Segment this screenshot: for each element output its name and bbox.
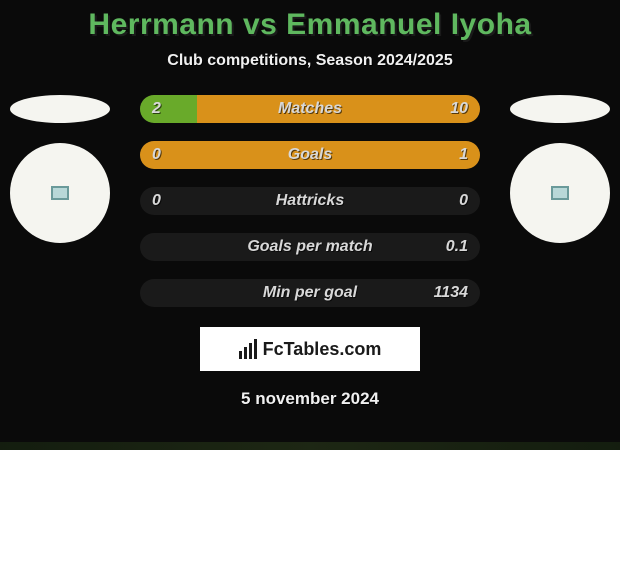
page-title: Herrmann vs Emmanuel Iyoha <box>0 8 620 42</box>
right-ellipse-shape <box>510 95 610 123</box>
left-player-decoration <box>10 95 110 243</box>
left-ellipse-shape <box>10 95 110 123</box>
stat-label: Matches <box>278 100 342 118</box>
stat-label: Hattricks <box>276 192 344 210</box>
content-area: 2Matches100Goals10Hattricks0Goals per ma… <box>0 95 620 307</box>
subtitle: Club competitions, Season 2024/2025 <box>0 52 620 70</box>
stat-left-value: 0 <box>152 192 161 210</box>
stat-label: Goals <box>288 146 332 164</box>
right-player-avatar <box>510 143 610 243</box>
stat-right-value: 1 <box>459 146 468 164</box>
stat-bar: 0 Hattricks 0 <box>140 187 480 215</box>
logo-chart-icon <box>239 339 257 359</box>
fctables-logo: FcTables.com <box>200 327 420 371</box>
stat-label: Min per goal <box>263 284 357 302</box>
stat-bar: Min per goal 1134 <box>140 279 480 307</box>
left-player-avatar <box>10 143 110 243</box>
stats-bars: 2Matches100Goals10Hattricks0Goals per ma… <box>140 95 480 307</box>
left-placeholder-icon <box>51 186 69 200</box>
stat-left-value: 0 <box>152 146 161 164</box>
stat-label: Goals per match <box>247 238 372 256</box>
stat-bar: Goals per match 0.1 <box>140 233 480 261</box>
right-player-decoration <box>510 95 610 243</box>
stat-right-value: 0.1 <box>446 238 468 256</box>
stat-bar: 2 Matches 10 <box>140 95 480 123</box>
stat-right-value: 10 <box>450 100 468 118</box>
stat-bar: 0 Goals 1 <box>140 141 480 169</box>
bar-left-fill <box>140 95 197 123</box>
logo-text: FcTables.com <box>263 339 382 360</box>
date-text: 5 november 2024 <box>0 389 620 409</box>
stat-right-value: 0 <box>459 192 468 210</box>
comparison-infographic: Herrmann vs Emmanuel Iyoha Club competit… <box>0 0 620 450</box>
stat-left-value: 2 <box>152 100 161 118</box>
stat-right-value: 1134 <box>434 284 468 302</box>
grass-decoration <box>0 442 620 450</box>
right-placeholder-icon <box>551 186 569 200</box>
